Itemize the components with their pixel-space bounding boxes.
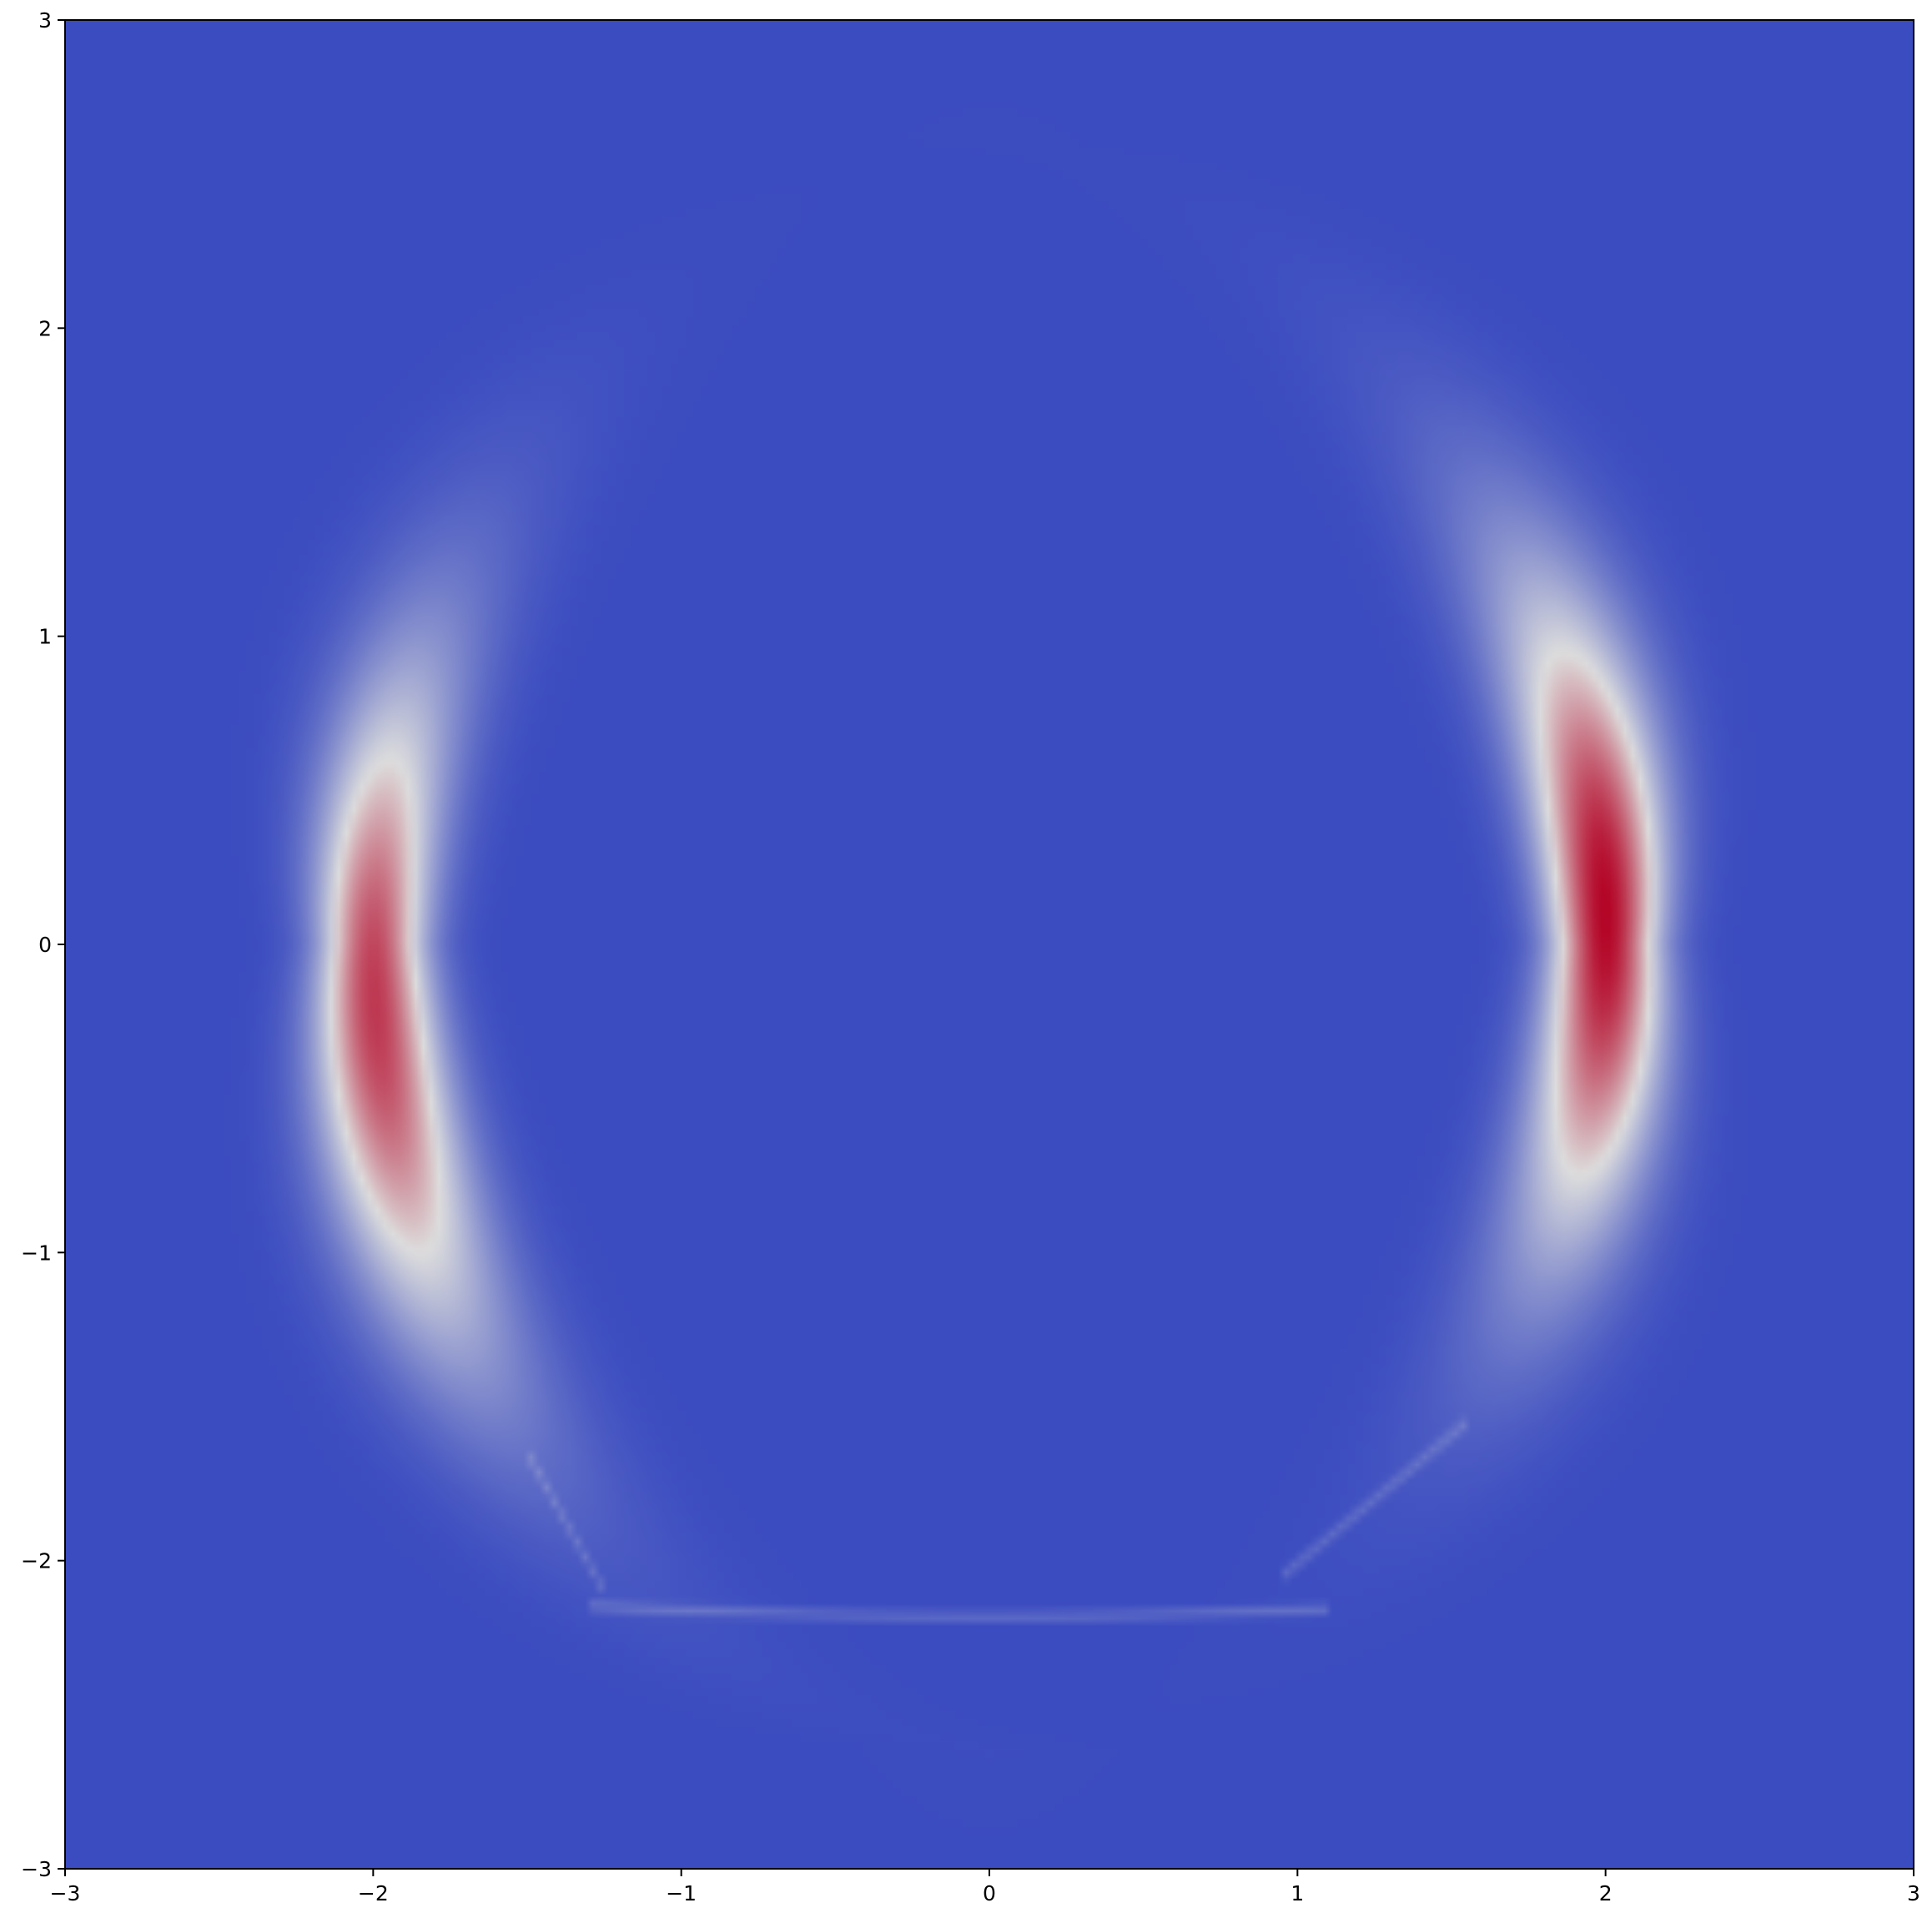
heatmap-image <box>65 20 1914 1869</box>
y-tick-label: 2 <box>38 316 52 340</box>
x-tick-label: 1 <box>1291 1881 1304 1905</box>
y-tick-label: 1 <box>38 625 52 649</box>
x-tick-label: 3 <box>1907 1881 1920 1905</box>
y-tick-label: 3 <box>38 8 52 33</box>
y-tick-label: 0 <box>38 933 52 957</box>
y-tick-label: −1 <box>21 1241 52 1265</box>
x-tick-label: −1 <box>666 1881 697 1905</box>
x-axis: −3 −2 −1 0 1 2 3 <box>50 1869 1920 1905</box>
x-tick-label: 0 <box>983 1881 996 1905</box>
x-tick-label: −2 <box>358 1881 389 1905</box>
x-tick-label: −3 <box>50 1881 81 1905</box>
y-axis: −3 −2 −1 0 1 2 3 <box>21 8 65 1881</box>
x-tick-label: 2 <box>1599 1881 1613 1905</box>
y-tick-label: −3 <box>21 1857 52 1881</box>
plot-area <box>65 20 1914 1869</box>
y-tick-label: −2 <box>21 1549 52 1573</box>
